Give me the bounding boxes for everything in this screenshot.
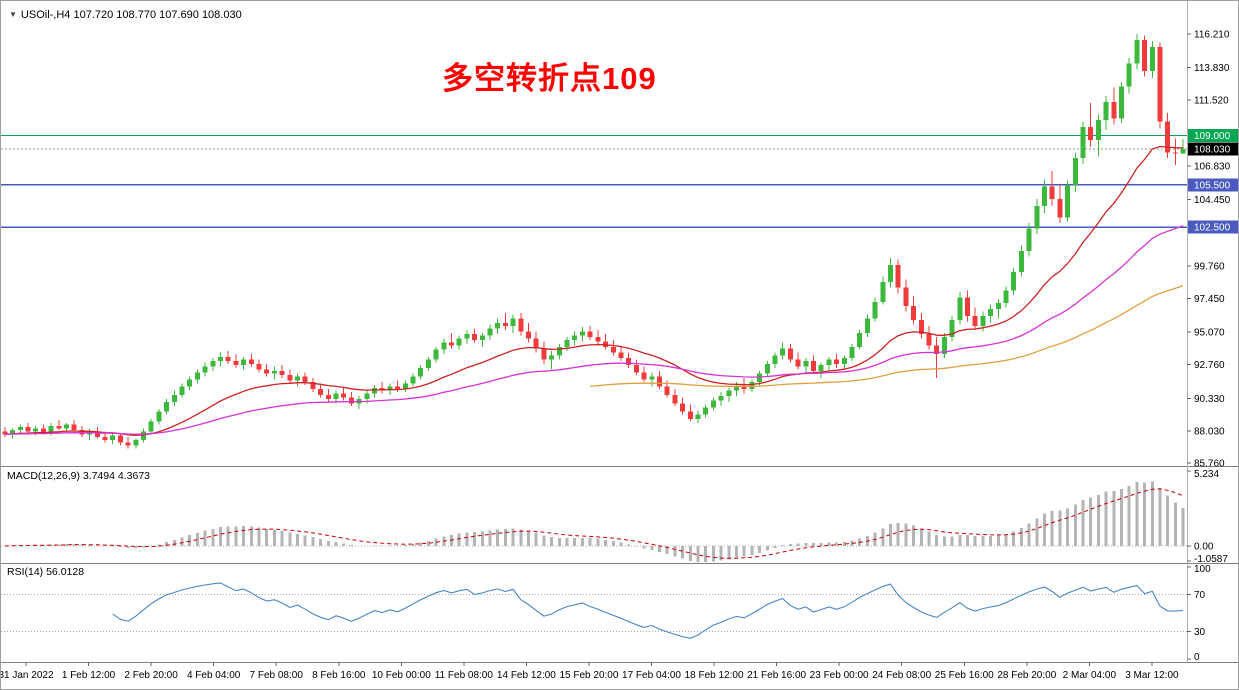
svg-text:108.030: 108.030 [1194,145,1231,156]
time-axis[interactable]: 31 Jan 2022 1 Feb 12:00 2 Feb 20:00 4 Feb 0… [1,662,1179,681]
ma-fast-line [4,145,1184,436]
svg-text:1 Feb 12:00: 1 Feb 12:00 [62,670,116,681]
svg-text:90.330: 90.330 [1194,394,1225,405]
svg-text:113.830: 113.830 [1194,63,1230,74]
chevron-down-icon[interactable]: ▼ [9,10,17,19]
svg-text:23 Feb 00:00: 23 Feb 00:00 [810,670,869,681]
svg-text:24 Feb 08:00: 24 Feb 08:00 [872,670,931,681]
rsi-pane: 100 70 30 0 [1,564,1211,663]
current-price-label: 108.030 [1188,142,1238,156]
svg-text:109.000: 109.000 [1194,131,1231,142]
macd-indicator-label: MACD(12,26,9) 3.7494 4.3673 [7,470,151,482]
ma-medium-line [4,225,1184,435]
hline-price-label: 102.500 [1188,220,1238,234]
ma-slow-line [590,285,1184,388]
svg-text:0.00: 0.00 [1194,541,1214,552]
pane-dividers [1,1,1238,663]
svg-text:-1.0587: -1.0587 [1194,554,1228,565]
hline-price-label: 109.000 [1188,129,1238,143]
macd-pane: 5.234 0.00 -1.0587 [1,469,1228,565]
rsi-indicator-label: RSI(14) 56.0128 [7,566,85,578]
svg-text:88.030: 88.030 [1194,427,1225,438]
svg-text:92.760: 92.760 [1194,360,1225,371]
svg-text:30: 30 [1194,627,1206,638]
macd-signal-line [4,488,1184,559]
svg-text:14 Feb 12:00: 14 Feb 12:00 [497,670,556,681]
hlines-layer [1,134,1187,228]
svg-text:99.760: 99.760 [1194,261,1225,272]
svg-text:95.070: 95.070 [1194,327,1225,338]
svg-text:100: 100 [1194,564,1211,575]
price-axis[interactable]: 116.210 113.830 111.520 106.830 104.450 99.76… [1187,30,1239,470]
svg-text:10 Feb 00:00: 10 Feb 00:00 [372,670,431,681]
moving-averages-layer [4,145,1184,436]
chart-title-text: USOil-,H4 107.720 108.770 107.690 108.03… [20,9,242,21]
svg-text:15 Feb 20:00: 15 Feb 20:00 [559,670,618,681]
svg-text:70: 70 [1194,590,1206,601]
svg-text:106.830: 106.830 [1194,162,1231,173]
svg-text:111.520: 111.520 [1194,96,1229,107]
svg-text:8 Feb 16:00: 8 Feb 16:00 [312,670,366,681]
svg-text:0: 0 [1194,652,1200,663]
svg-text:17 Feb 04:00: 17 Feb 04:00 [622,670,681,681]
svg-text:116.210: 116.210 [1194,30,1230,41]
svg-text:97.450: 97.450 [1194,294,1225,305]
svg-text:2 Feb 20:00: 2 Feb 20:00 [124,670,178,681]
svg-text:104.450: 104.450 [1194,195,1231,206]
svg-text:105.500: 105.500 [1194,180,1231,191]
svg-text:3 Mar 12:00: 3 Mar 12:00 [1125,670,1179,681]
hline-price-label: 105.500 [1188,178,1238,192]
rsi-line [112,582,1184,639]
svg-text:21 Feb 16:00: 21 Feb 16:00 [747,670,806,681]
svg-text:31 Jan 2022: 31 Jan 2022 [1,670,54,681]
svg-text:11 Feb 08:00: 11 Feb 08:00 [435,670,494,681]
svg-text:18 Feb 12:00: 18 Feb 12:00 [685,670,744,681]
svg-text:28 Feb 20:00: 28 Feb 20:00 [997,670,1056,681]
svg-text:25 Feb 16:00: 25 Feb 16:00 [935,670,994,681]
svg-text:2 Mar 04:00: 2 Mar 04:00 [1063,670,1117,681]
chart-title[interactable]: ▼ USOil-,H4 107.720 108.770 107.690 108.0… [9,9,242,21]
svg-text:102.500: 102.500 [1194,223,1231,234]
svg-text:4 Feb 04:00: 4 Feb 04:00 [187,670,241,681]
annotation-text: 多空转折点109 [442,61,657,96]
svg-text:5.234: 5.234 [1194,469,1219,480]
svg-text:7 Feb 08:00: 7 Feb 08:00 [250,670,304,681]
svg-text:85.760: 85.760 [1194,459,1225,470]
candles-layer [2,34,1186,449]
